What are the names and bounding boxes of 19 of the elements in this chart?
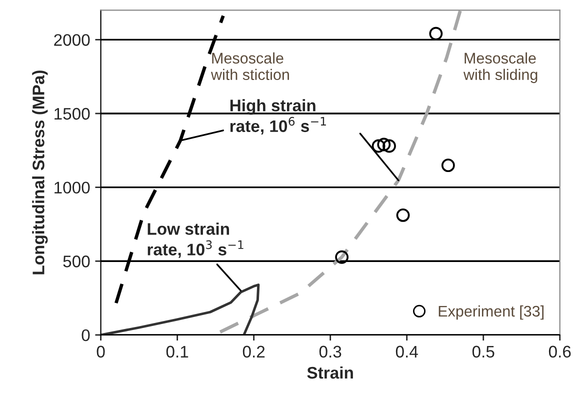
annotation: Low strain rate, 10$^{3}$ s$^{−1}$ [148, 222, 244, 258]
series-label: Mesoscale with sliding [463, 52, 538, 84]
x-axis-title: Strain [307, 366, 353, 379]
x-tick-label: 0.2 [242, 346, 265, 358]
x-tick-label: 0 [96, 346, 105, 358]
legend-label: Experiment [33] [438, 305, 544, 320]
x-tick-label: 0.4 [396, 346, 418, 358]
y-tick-label: 0 [82, 329, 90, 342]
y-tick-label: 2000 [54, 34, 90, 46]
y-axis-title: Longitudinal Stress (MPa) [32, 70, 48, 274]
y-tick-label: 500 [63, 256, 90, 268]
annotation: High strain rate, 10$^{6}$ s$^{−1}$ [230, 99, 326, 134]
x-tick-label: 0.3 [319, 346, 342, 358]
x-tick-label: 0.1 [166, 346, 188, 358]
series-label: Mesoscale with stiction [210, 52, 289, 80]
x-tick-label: 0.5 [472, 346, 494, 358]
x-tick-label: 0.6 [548, 346, 571, 358]
y-tick-label: 1500 [54, 108, 90, 120]
y-tick-label: 1000 [54, 182, 90, 194]
